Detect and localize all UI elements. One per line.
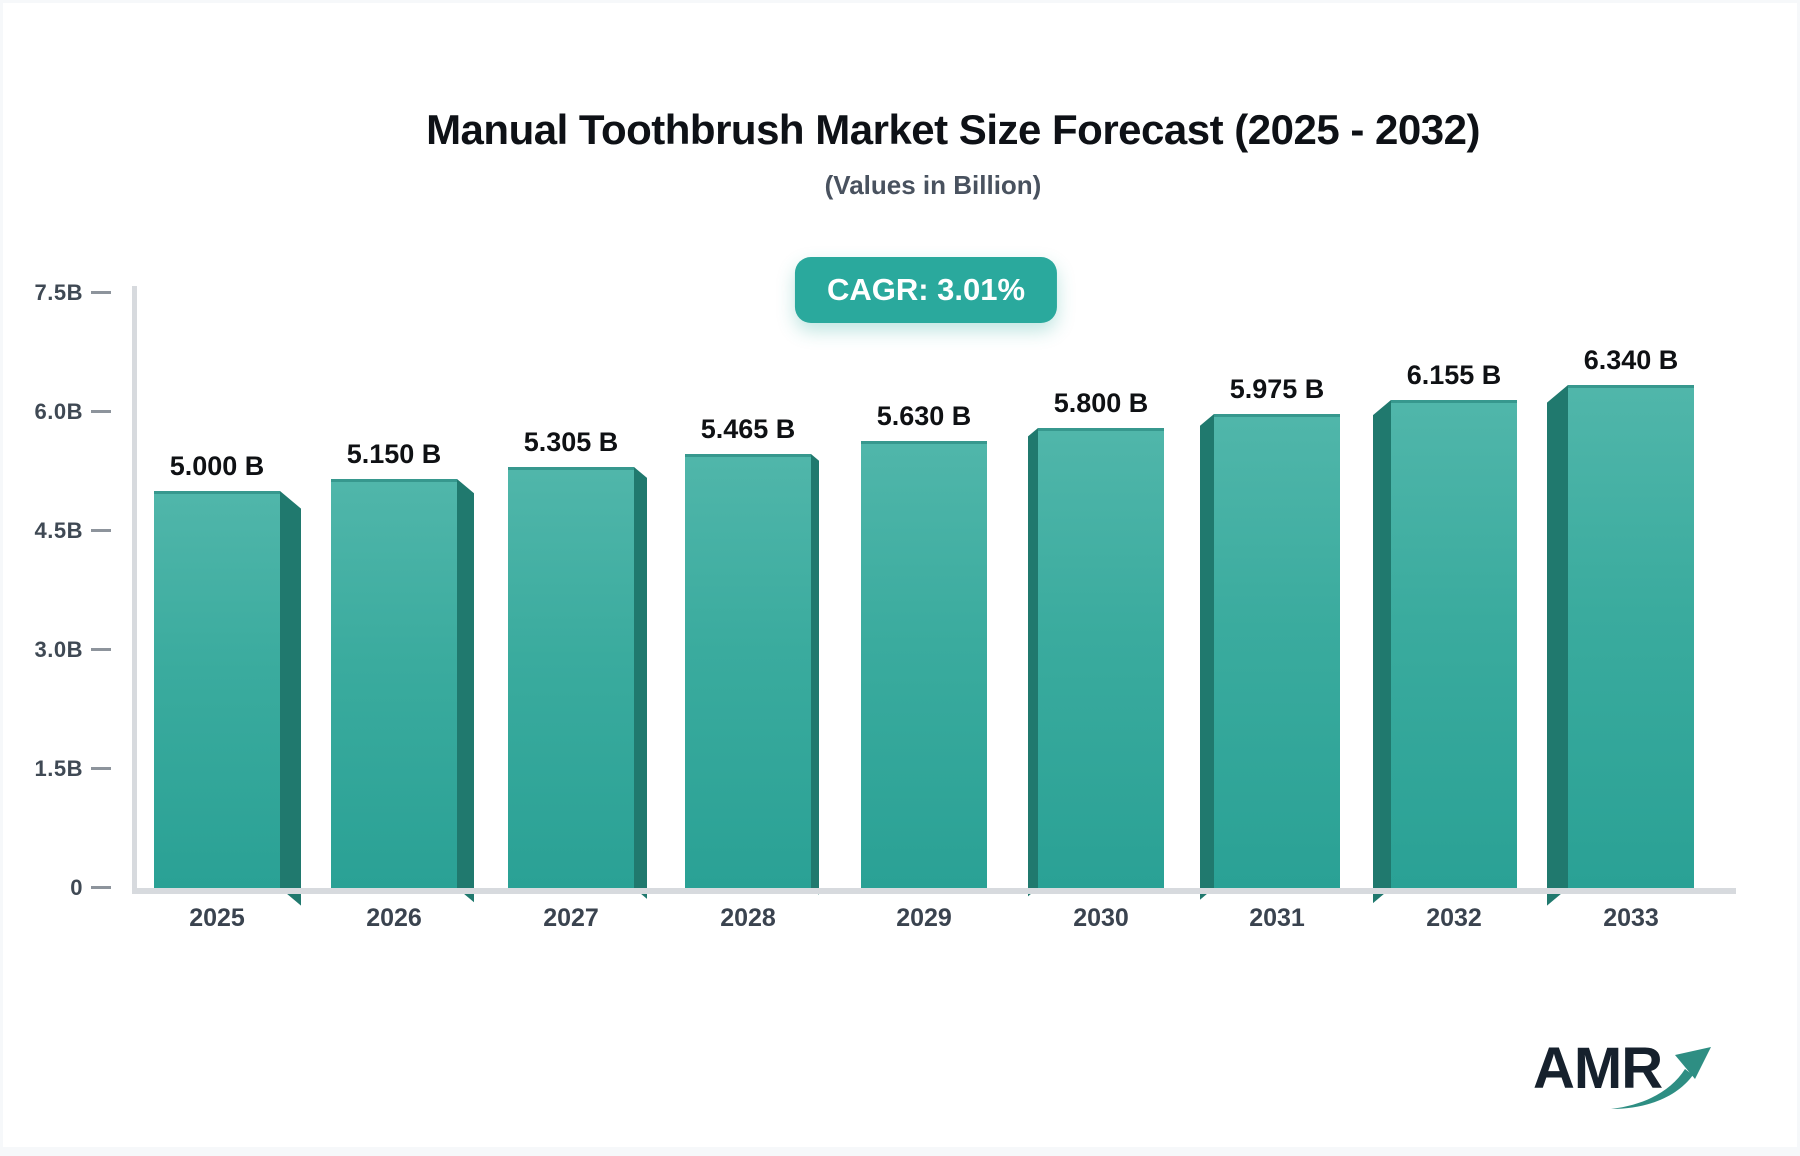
x-axis-label: 2030 [1073, 904, 1129, 932]
bar-value-label: 5.150 B [346, 439, 442, 470]
bar-face [508, 467, 634, 888]
x-axis-label: 2028 [720, 904, 776, 932]
y-axis-label: 4.5B [34, 518, 83, 543]
y-axis-label: 3.0B [34, 637, 83, 662]
bar-side [280, 491, 301, 906]
bar-face [331, 479, 457, 888]
y-axis-tick [91, 291, 111, 294]
bar-face [1568, 385, 1694, 888]
growth-arrow-icon [1611, 1047, 1711, 1109]
bar-face [685, 454, 811, 888]
y-axis-label: 1.5B [34, 756, 83, 781]
bar-value-label: 5.465 B [700, 414, 796, 445]
bar-side [457, 479, 474, 903]
y-axis-line [132, 286, 137, 894]
chart-subtitle: (Values in Billion) [824, 170, 1042, 200]
bar-side [1373, 399, 1391, 904]
x-axis-label: 2029 [896, 904, 952, 932]
bar-face [1214, 413, 1340, 888]
bar-face [861, 441, 987, 888]
bar-side [634, 467, 647, 899]
bar-value-label: 5.630 B [876, 401, 972, 432]
x-axis-label: 2031 [1249, 904, 1305, 932]
bar-value-label: 5.975 B [1229, 373, 1325, 404]
x-axis-label: 2032 [1426, 904, 1482, 932]
bar-face [1391, 399, 1517, 888]
bar-face [1038, 427, 1164, 888]
bar-value-label: 5.000 B [169, 451, 265, 482]
bar-face [154, 491, 280, 888]
y-axis-label: 0 [70, 875, 83, 900]
bar-value-label: 5.800 B [1053, 387, 1149, 418]
amr-logo-text: AMR [1533, 1036, 1663, 1101]
amr-logo: AMR [1533, 1035, 1713, 1115]
bar-value-label: 6.155 B [1406, 359, 1502, 390]
cagr-badge: CAGR: 3.01% [794, 257, 1058, 323]
bar-side [1200, 413, 1214, 900]
bar-value-label: 5.305 B [523, 427, 619, 458]
y-axis-label: 6.0B [34, 399, 83, 424]
y-axis-tick [91, 886, 111, 889]
x-axis-label: 2026 [366, 904, 422, 932]
chart-title: Manual Toothbrush Market Size Forecast (… [426, 106, 1480, 153]
bar-value-label: 6.340 B [1583, 345, 1679, 376]
y-axis-tick [91, 767, 111, 770]
y-axis-label: 7.5B [34, 280, 83, 305]
chart-card: Manual Toothbrush Market Size Forecast (… [3, 3, 1797, 1147]
bar-side [1028, 427, 1038, 897]
x-axis-label: 2033 [1603, 904, 1659, 932]
y-axis-tick [91, 410, 111, 413]
bar-chart: 5.000 B 2025 5.150 B 2026 5.305 B 2027 5.465 B… [3, 3, 1797, 1147]
y-axis-tick [91, 529, 111, 532]
bar-side [811, 454, 819, 895]
x-axis-label: 2025 [189, 904, 245, 932]
x-axis-label: 2027 [543, 904, 599, 932]
x-axis-line [132, 888, 1736, 894]
bar-side [1547, 385, 1568, 906]
y-axis-tick [91, 648, 111, 651]
